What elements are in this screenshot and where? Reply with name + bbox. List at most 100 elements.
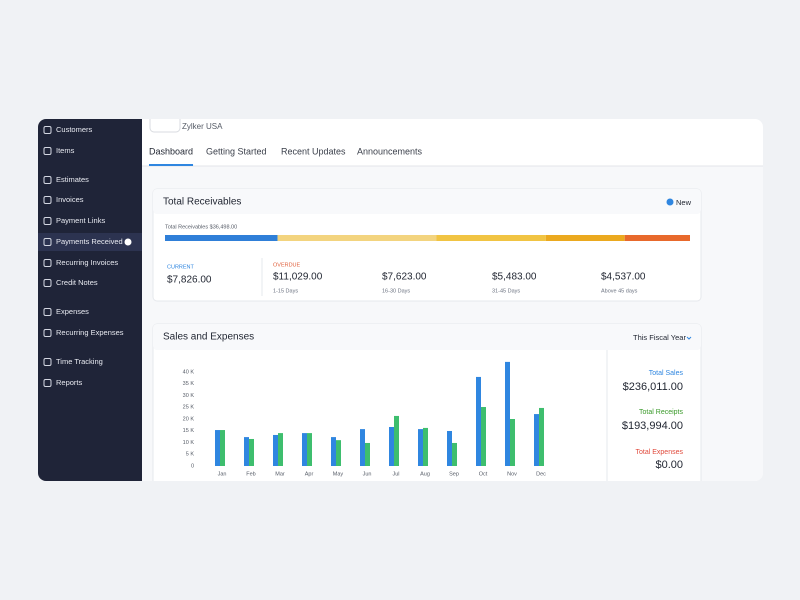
tab[interactable]: Recent Updates [281,146,346,156]
nav-item[interactable]: Customers [56,125,93,134]
bucket-amount: $4,537.00 [601,272,646,283]
nav-icon [43,217,52,225]
bucket-period: Above 45 days [601,288,638,294]
receivable-segment [277,235,437,241]
y-tick-label: 15 K [183,428,195,434]
x-tick-label: Feb [246,471,255,477]
bar [215,430,220,466]
bucket-amount: $7,623.00 [382,272,427,283]
nav-icon [43,358,52,366]
nav-item[interactable]: Credit Notes [56,278,98,287]
bar [365,442,370,466]
bucket-period: 16-30 Days [382,288,410,294]
bar [273,434,278,466]
nav-item[interactable]: Invoices [56,195,84,204]
bar [510,419,515,466]
bar [418,429,423,466]
receivable-segment [165,235,278,241]
bar [452,442,457,466]
bar [505,361,510,466]
new-icon[interactable] [666,198,674,206]
nav-icon [43,259,52,267]
bar [331,437,336,466]
tab[interactable]: Announcements [357,146,423,156]
y-tick-label: 25 K [183,405,195,411]
y-tick-label: 40 K [183,369,195,375]
bar [394,415,399,466]
receivables-card-header [153,189,701,214]
total-label: Total Receivables $36,498.00 [165,224,237,230]
period-dropdown[interactable]: This Fiscal Year [633,333,686,342]
bar [481,407,486,466]
y-tick-label: 35 K [183,381,195,387]
x-tick-label: Nov [507,471,517,477]
sidebar [38,119,142,481]
tab-underline [149,164,194,166]
y-tick-label: 10 K [183,440,195,446]
bucket-period: 31-45 Days [492,288,520,294]
x-tick-label: May [333,471,344,477]
nav-icon [43,379,52,387]
x-tick-label: Dec [536,471,546,477]
tab[interactable]: Getting Started [206,146,267,156]
org-name: Zylker USA [182,122,223,131]
x-tick-label: Jul [392,471,399,477]
nav-icon [43,196,52,204]
nav-item[interactable]: Recurring Expenses [56,328,124,337]
y-tick-label: 20 K [183,416,195,422]
nav-item[interactable]: Reports [56,378,83,387]
x-tick-label: Oct [479,471,488,477]
bar [336,440,341,466]
bar [249,438,254,466]
nav-item[interactable]: Payment Links [56,216,105,225]
nav-item[interactable]: Expenses [56,307,89,316]
bar [220,430,225,466]
nav-item[interactable]: Estimates [56,175,89,184]
dropdown-caret [686,336,692,340]
receivable-segment [545,235,625,241]
total-value: $236,011.00 [623,381,683,393]
new-button[interactable]: New [676,198,692,207]
total-label: Total Sales [649,370,684,377]
tab[interactable]: Dashboard [149,146,193,156]
bucket-period: 1-15 Days [273,288,298,294]
bar [539,407,544,466]
nav-icon [43,126,52,134]
total-value: $193,994.00 [622,420,683,432]
org-logo [149,119,181,133]
bar [423,427,428,466]
bar [244,437,249,466]
total-label: Total Receipts [639,409,683,416]
nav-item[interactable]: Payments Received [56,237,123,246]
nav-item[interactable]: Time Tracking [56,357,103,366]
nav-item[interactable]: Items [56,146,75,155]
bar [447,430,452,466]
card-title: Sales and Expenses [163,332,254,343]
receivable-segment [624,235,690,241]
x-tick-label: Jan [218,471,227,477]
overdue-label: OVERDUE [273,262,301,268]
bar [360,429,365,466]
nav-icon [43,308,52,316]
total-label: Total Expenses [636,449,684,456]
add-icon[interactable] [124,238,132,246]
y-tick-label: 30 K [183,393,195,399]
x-tick-label: Sep [449,471,459,477]
bar [278,433,283,466]
y-tick-label: 5 K [186,452,195,458]
active-item-bg [38,233,142,251]
bar [389,426,394,466]
receivable-segment [436,235,546,241]
bucket-amount: $11,029.00 [273,272,323,283]
app-window: Customers Items Estimates Invoices Payment L… [38,119,763,481]
bar [476,376,481,466]
nav-icon [43,238,52,246]
bar [302,433,307,466]
card-title: Total Receivables [163,197,241,208]
x-tick-label: Aug [420,471,430,477]
nav-icon [43,329,52,337]
nav-icon [43,176,52,184]
bucket-amount: $7,826.00 [167,275,212,286]
nav-item[interactable]: Recurring Invoices [56,258,118,267]
